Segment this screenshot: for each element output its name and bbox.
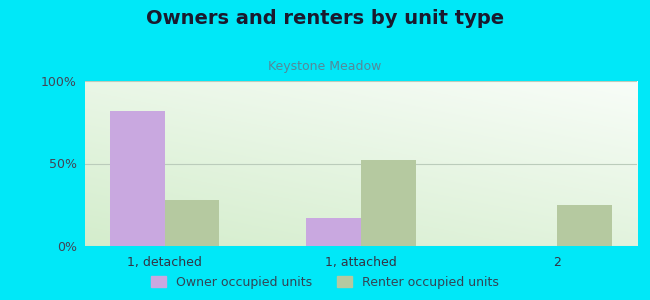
Text: Owners and renters by unit type: Owners and renters by unit type: [146, 9, 504, 28]
Bar: [361, 160, 416, 246]
Bar: [110, 111, 164, 246]
Bar: [164, 200, 220, 246]
Text: Keystone Meadow: Keystone Meadow: [268, 60, 382, 73]
Bar: [557, 205, 612, 246]
Bar: [306, 218, 361, 246]
Legend: Owner occupied units, Renter occupied units: Owner occupied units, Renter occupied un…: [146, 271, 504, 294]
